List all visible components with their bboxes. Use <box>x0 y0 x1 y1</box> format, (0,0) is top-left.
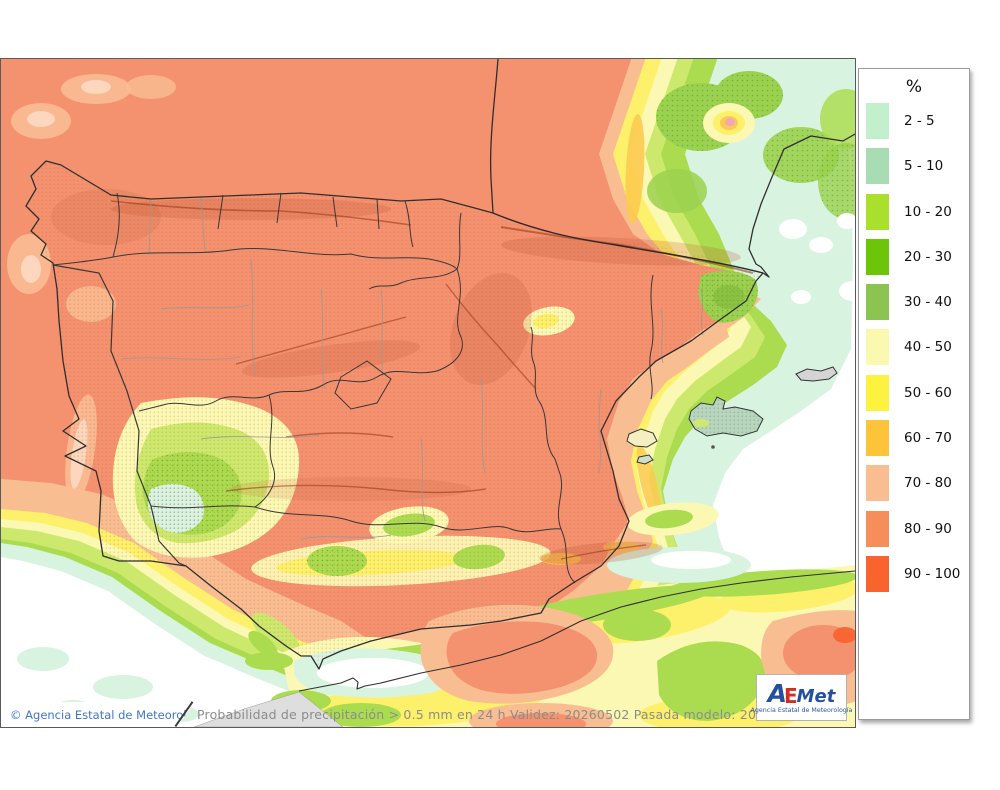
region-borders <box>52 192 764 584</box>
precipitation-probability-map: © Agencia Estatal de Meteorología Probab… <box>0 58 856 728</box>
balearic-islands <box>626 366 838 465</box>
legend-swatch <box>866 510 889 547</box>
copyright-box: © Agencia Estatal de Meteorología <box>1 702 195 727</box>
aemet-wordmark: A E Met <box>768 681 836 706</box>
no-data-land-wedge <box>193 691 344 727</box>
legend-item: 2 - 5 <box>866 103 969 139</box>
menorca <box>795 366 838 382</box>
legend-item: 20 - 30 <box>866 238 969 275</box>
legend-label: 70 - 80 <box>904 475 952 492</box>
ibiza <box>626 428 658 448</box>
formentera <box>636 454 654 465</box>
iberia-coastline <box>25 59 855 670</box>
africa-coastline <box>298 570 855 692</box>
legend-item: 50 - 60 <box>866 374 969 411</box>
logo-letter-e: E <box>783 684 798 708</box>
legend-swatch <box>866 103 889 139</box>
province-borders <box>120 196 704 540</box>
legend-label: 60 - 70 <box>904 430 952 447</box>
logo-letters-met: Met <box>796 686 836 707</box>
coastlines <box>25 59 855 692</box>
map-canvas <box>1 59 855 727</box>
legend-item: 30 - 40 <box>866 284 969 321</box>
logo-letter-a: A <box>767 679 787 708</box>
legend-swatch <box>866 555 889 592</box>
aemet-logo: A E Met Agencia Estatal de Meteorología <box>751 674 852 721</box>
legend-swatch <box>866 284 889 321</box>
legend-label: 5 - 10 <box>904 158 944 175</box>
alboran-sea-features <box>1 547 855 727</box>
legend-title: % <box>905 77 923 97</box>
legend-swatch <box>866 193 889 230</box>
legend-item: 5 - 10 <box>866 148 969 185</box>
cabrera <box>711 445 715 449</box>
legend-item: 90 - 100 <box>866 555 969 592</box>
legend-swatch <box>866 465 889 502</box>
legend-items: 2 - 5 5 - 10 10 - 20 20 - 30 30 - 40 40 - 50 5… <box>859 103 969 592</box>
legend-label: 80 - 90 <box>904 520 952 537</box>
legend-label: 30 - 40 <box>904 294 952 311</box>
legend-label: 90 - 100 <box>904 565 961 582</box>
legend-swatch <box>866 329 889 366</box>
legend-label: 10 - 20 <box>904 203 952 220</box>
map-caption: Probabilidad de precipitación > 0.5 mm e… <box>197 707 822 722</box>
legend-swatch <box>866 374 889 411</box>
legend-label: 40 - 50 <box>904 339 952 356</box>
legend-swatch <box>866 148 889 185</box>
legend-label: 2 - 5 <box>904 113 935 129</box>
legend-swatch <box>866 238 889 275</box>
legend-item: 60 - 70 <box>866 420 969 457</box>
terrain-shading <box>26 161 763 669</box>
legend-panel: % 2 - 5 5 - 10 10 - 20 20 - 30 30 - 40 40 - 5… <box>858 68 970 720</box>
legend-item: 10 - 20 <box>866 193 969 230</box>
legend-item: 70 - 80 <box>866 465 969 502</box>
legend-label: 50 - 60 <box>904 384 952 401</box>
copyright-text: © Agencia Estatal de Meteorología <box>10 707 212 722</box>
legend-swatch <box>866 420 889 457</box>
legend-item: 40 - 50 <box>866 329 969 366</box>
legend-item: 80 - 90 <box>866 510 969 547</box>
logo-subtitle: Agencia Estatal de Meteorología <box>750 707 853 714</box>
legend-label: 20 - 30 <box>904 248 952 265</box>
